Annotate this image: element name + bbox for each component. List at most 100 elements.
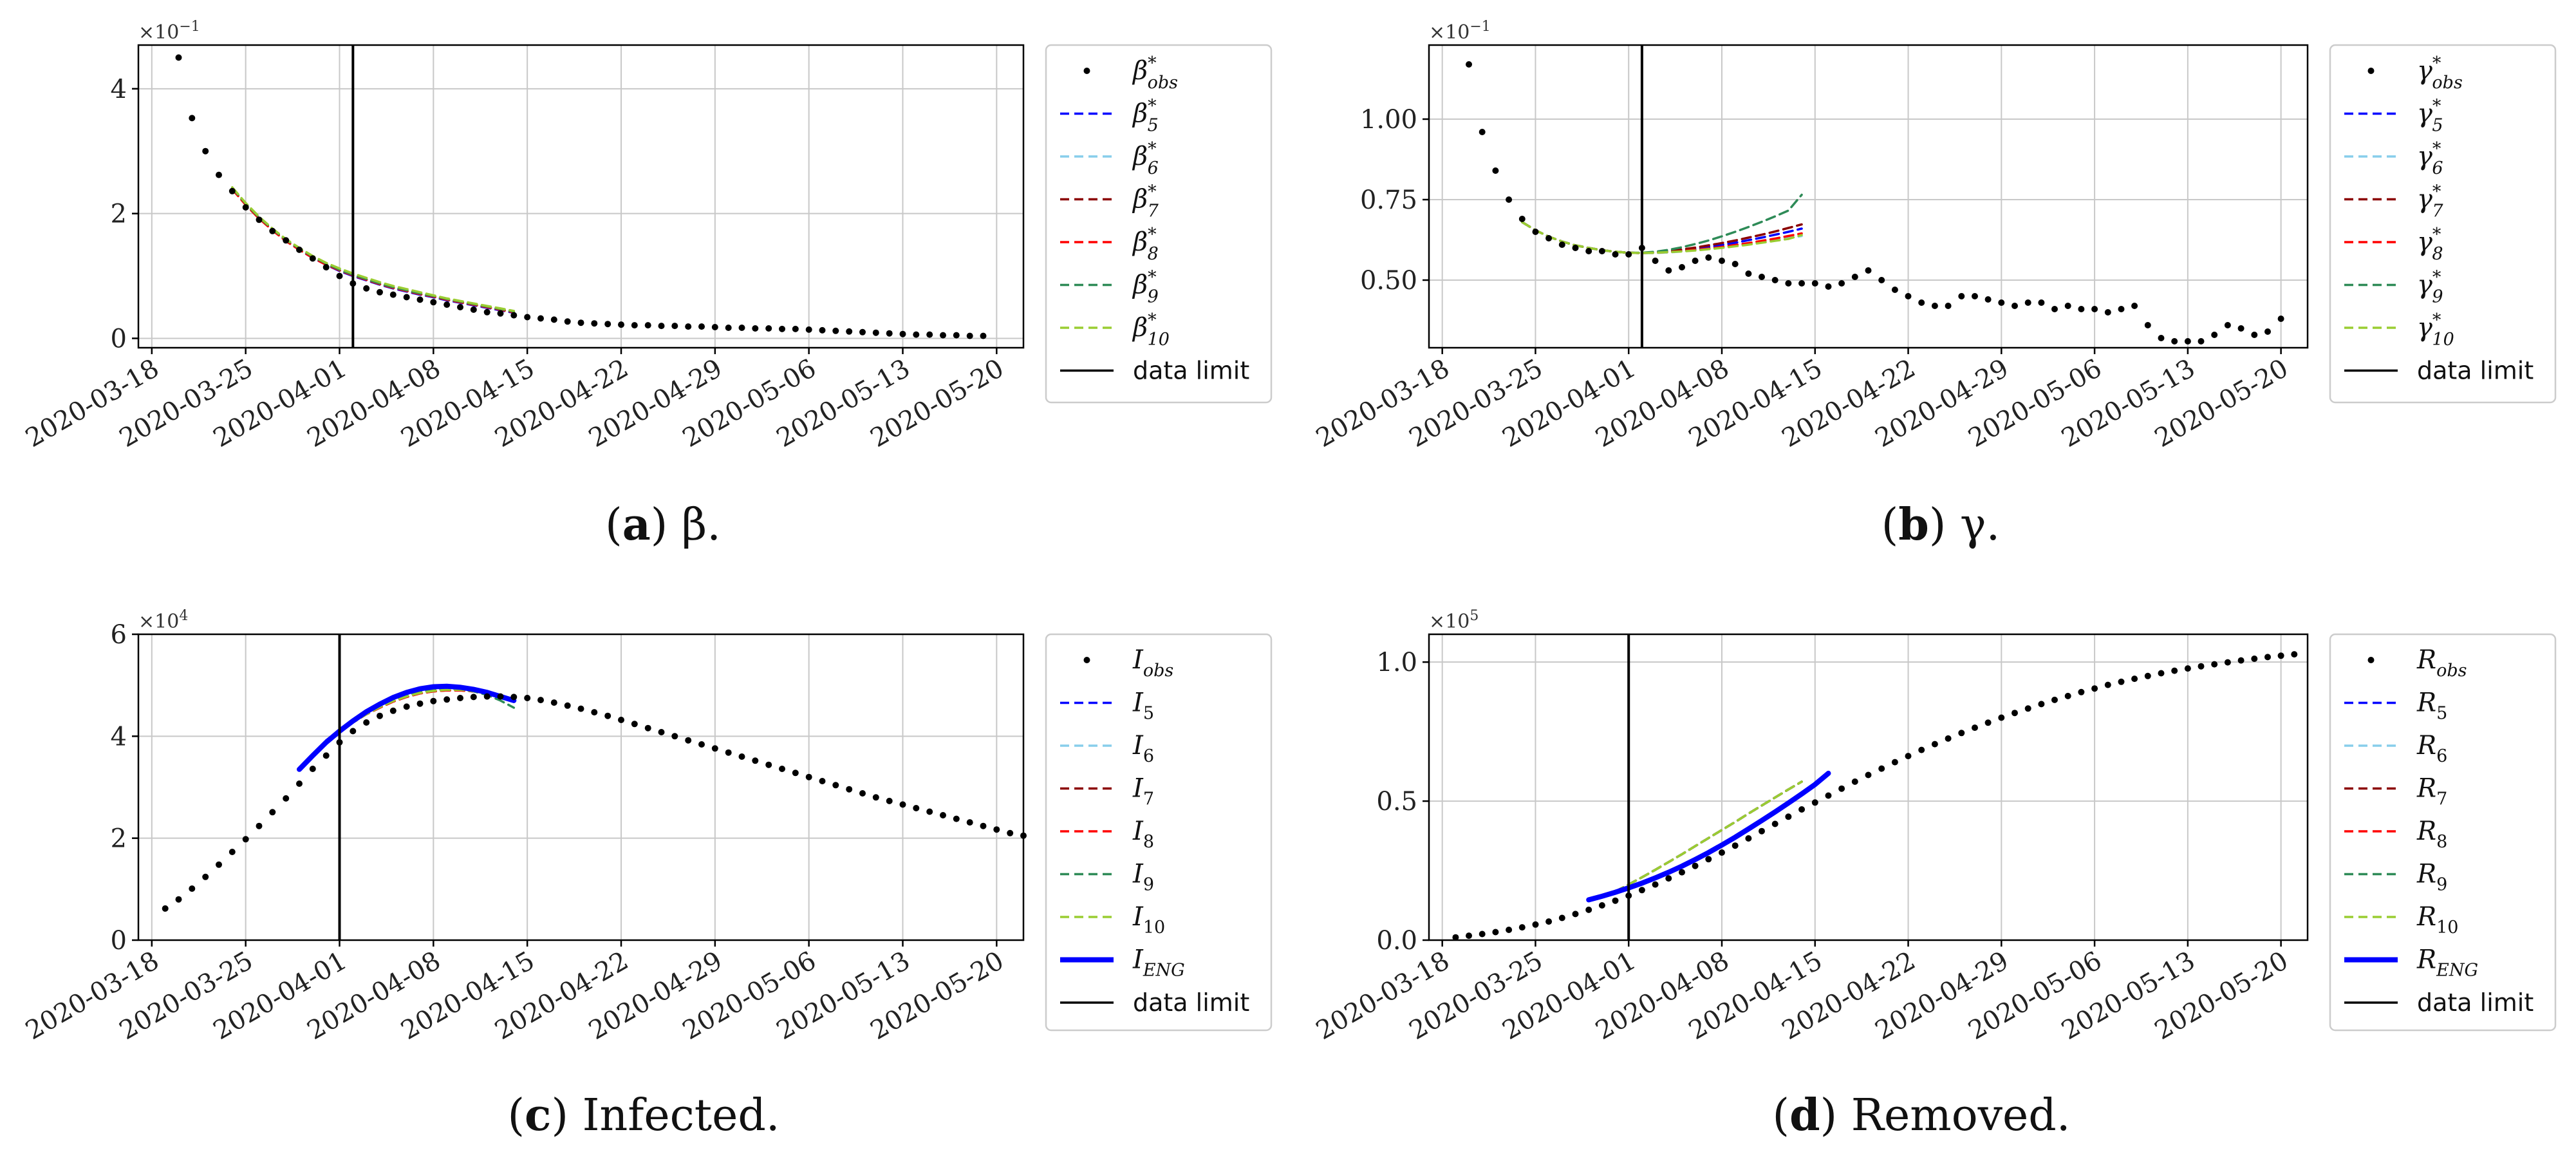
observed-point [550, 316, 557, 323]
panel-b: 0.500.751.00×10−12020-03-182020-03-25202… [1311, 19, 2557, 551]
observed-point [416, 700, 424, 707]
legend-label: RENG [2416, 945, 2478, 981]
axis-multiplier: ×10−1 [138, 19, 200, 44]
observed-point [698, 741, 705, 748]
observed-point [859, 790, 866, 797]
y-tick-label: 1.0 [1376, 648, 1417, 677]
observed-point [846, 328, 853, 335]
axis-multiplier: ×104 [138, 608, 188, 633]
observed-point [1007, 829, 1014, 836]
observed-point [1652, 258, 1659, 264]
observed-point [2118, 306, 2125, 312]
observed-point [1466, 932, 1472, 940]
observed-point [577, 705, 584, 712]
observed-point [443, 301, 451, 308]
observed-point [537, 697, 544, 704]
y-tick-label: 0.5 [1376, 787, 1417, 817]
observed-point [457, 304, 463, 310]
observed-point [2198, 338, 2205, 345]
observed-point [631, 721, 638, 728]
observed-point [1492, 929, 1499, 936]
observed-point [685, 737, 692, 744]
observed-point [363, 285, 370, 292]
series-line-9 [231, 187, 516, 313]
legend-label: data limit [2417, 988, 2534, 1017]
observed-point [926, 808, 933, 815]
observed-point [2237, 657, 2245, 664]
observed-point [2011, 303, 2018, 309]
observed-point [256, 216, 263, 223]
legend-marker-observed [2367, 68, 2375, 74]
series-line-eng [297, 683, 517, 772]
observed-point [322, 264, 330, 270]
legend-label: Iobs [1132, 645, 1173, 681]
observed-point [1572, 911, 1579, 918]
observed-point [350, 728, 357, 735]
observed-point [1838, 785, 1845, 792]
observed-point [537, 315, 544, 322]
legend-label: γ* obs [2417, 53, 2463, 93]
observed-point [1972, 724, 1978, 732]
observed-point [779, 766, 785, 772]
caption-paren: ) [1820, 1090, 1838, 1141]
observed-point [698, 323, 705, 330]
observed-point [1652, 881, 1659, 888]
panel-a: 024×10−12020-03-182020-03-252020-04-0120… [21, 19, 1273, 551]
observed-point [2224, 659, 2231, 666]
legend-label: R10 [2416, 902, 2458, 938]
axes-frame [137, 44, 1025, 349]
y-tick-label: 0 [111, 926, 127, 956]
series-line-5 [231, 187, 516, 314]
y-tick-label: 2 [111, 200, 127, 229]
observed-point [1492, 167, 1499, 174]
observed-point [1466, 61, 1472, 68]
observed-point [1865, 267, 1872, 274]
y-tick-label: 4 [111, 75, 127, 104]
observed-point [1518, 924, 1526, 931]
observed-point [336, 272, 343, 279]
legend-label: R8 [2416, 817, 2447, 852]
observed-point [1825, 283, 1832, 290]
series-line-8 [231, 188, 516, 314]
observed-point [1692, 258, 1699, 264]
observed-point [872, 329, 879, 336]
observed-point [859, 328, 866, 335]
observed-point [2237, 325, 2245, 332]
observed-point [1811, 799, 1818, 806]
observed-point [283, 237, 290, 244]
observed-point [2171, 667, 2178, 674]
observed-point [2051, 696, 2058, 703]
observed-point [1585, 906, 1592, 913]
legend-box [1045, 633, 1273, 1032]
observed-point [189, 115, 196, 122]
caption-paren: ) [1929, 500, 1946, 551]
observed-point [1865, 771, 1872, 779]
legend-box [2329, 44, 2557, 404]
observed-point [886, 797, 893, 804]
observed-point [725, 325, 732, 331]
panel-caption: (b) γ. [1881, 499, 2000, 551]
legend-label: data limit [1133, 357, 1249, 385]
legend-label: β* 5 [1132, 97, 1159, 136]
observed-point [1518, 216, 1526, 222]
observed-point [1532, 921, 1539, 928]
series-line-10 [231, 186, 516, 312]
observed-point [1945, 735, 1952, 742]
observed-point [2171, 338, 2178, 345]
legend-label: γ* 8 [2417, 225, 2443, 264]
observed-point [377, 288, 383, 296]
observed-point [1945, 303, 1952, 309]
observed-point [229, 187, 236, 194]
observed-point [2224, 322, 2231, 328]
observed-point [2184, 338, 2191, 345]
observed-point [993, 826, 1000, 833]
observed-point [202, 873, 209, 880]
observed-point [389, 291, 397, 298]
observed-point [2011, 710, 2018, 717]
observed-point [296, 780, 303, 787]
observed-point [846, 786, 853, 793]
observed-point [819, 778, 826, 784]
observed-point [1984, 719, 1992, 726]
observed-point [980, 822, 987, 829]
observed-point [1891, 759, 1898, 766]
